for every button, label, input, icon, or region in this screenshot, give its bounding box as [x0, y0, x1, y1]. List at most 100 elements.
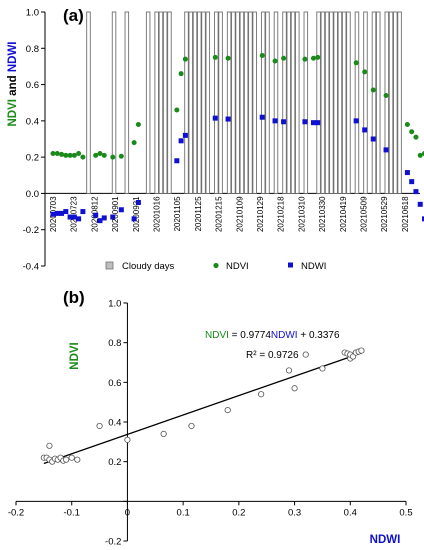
- cloudy-day-bar: [290, 11, 296, 194]
- ndvi-point: [93, 152, 99, 158]
- panel-b-data-point: [160, 430, 167, 437]
- ndwi-point: [80, 209, 86, 215]
- ndvi-point: [353, 60, 359, 66]
- cloudy-day-bar: [329, 11, 334, 194]
- cloudy-day-bar: [333, 11, 338, 194]
- panel-b-data-point: [124, 436, 131, 443]
- ndvi-point: [135, 121, 141, 127]
- ndwi-point: [182, 132, 188, 138]
- panel-a-y-tick-label: -0.4: [23, 262, 39, 273]
- panel-a-date-tick-label: 20210529: [380, 196, 389, 232]
- panel-a-date-tick-label: 20201125: [194, 196, 203, 232]
- ndvi-point: [97, 151, 103, 157]
- legend-label: Cloudy days: [122, 261, 175, 272]
- panel-b-data-point: [46, 442, 53, 449]
- cloudy-day-bar: [273, 11, 279, 194]
- ndwi-point: [101, 215, 107, 221]
- panel-a-y-tick-label: 0.6: [26, 80, 39, 91]
- ndwi-point: [71, 214, 77, 220]
- panel-a-y-axis-title-part: and: [7, 72, 19, 99]
- ndvi-point: [315, 54, 321, 60]
- ndwi-point: [259, 114, 265, 120]
- cloudy-day-bar: [188, 11, 193, 194]
- ndvi-point: [110, 154, 116, 160]
- panel-a-y-tick-label: 0.8: [26, 44, 39, 55]
- panel-b-data-point: [358, 347, 365, 354]
- panel-a-date-tick-label: 20210218: [277, 196, 286, 232]
- ndwi-point: [315, 120, 321, 126]
- panel-a-y-tick-label: 0.0: [26, 189, 39, 200]
- panel-b-data-point: [302, 351, 309, 358]
- panel-b-y-tick-label: 0.6: [108, 378, 121, 389]
- panel-a-date-tick-label: 20210330: [318, 196, 327, 232]
- cloudy-day-bar: [282, 11, 287, 194]
- ndvi-point: [101, 152, 107, 158]
- cloudy-day-bar: [162, 11, 168, 194]
- panel-b-y-tick-label: -0.2: [105, 537, 121, 548]
- ndvi-point: [421, 151, 424, 156]
- panel-b-data-point: [68, 454, 75, 461]
- panel-b-regression-line: [43, 352, 362, 465]
- cloudy-day-bar: [320, 11, 326, 194]
- panel-b-data-point: [96, 422, 103, 430]
- cloudy-day-bar: [341, 11, 347, 194]
- ndwi-point: [212, 115, 218, 121]
- panel-a-date-tick-label: 20200723: [70, 196, 79, 232]
- panel-a-y-tick-label: -0.2: [23, 225, 39, 236]
- ndvi-point: [212, 54, 218, 60]
- regression-equation-part: = 0.9774: [229, 330, 271, 341]
- ndwi-point: [272, 118, 278, 124]
- cloudy-day-bar: [397, 11, 402, 194]
- ndvi-point: [174, 107, 180, 113]
- ndwi-point: [383, 147, 389, 153]
- ndwi-point: [174, 158, 180, 164]
- panel-a-y-axis-title: NDVI and NDWI: [7, 42, 19, 127]
- panel-b-scatter: 1.0 0.8 0.6 0.4 0.2 -0.2 -0.2 -0.1 0 0.1 0.2 0.3 0.4…: [8, 288, 413, 548]
- regression-equation-part: NDWI: [271, 330, 298, 341]
- ndvi-point: [409, 129, 415, 135]
- legend-label: NDVI: [226, 261, 249, 272]
- panel-b-data-point: [285, 367, 293, 374]
- panel-a-y-tick-label: 1.0: [26, 8, 39, 19]
- ndvi-point: [404, 121, 410, 127]
- ndvi-point: [63, 152, 69, 158]
- ndvi-point: [178, 71, 184, 77]
- ndwi-point: [281, 119, 287, 125]
- panel-a-date-tick-label: 20200921: [132, 196, 141, 232]
- cloudy-day-bar: [286, 11, 292, 194]
- cloudy-day-bar: [235, 11, 240, 194]
- ndwi-point: [421, 216, 424, 222]
- panel-a-time-series: 1.00.80.60.40.20.0-0.2-0.420200703202007…: [7, 6, 424, 273]
- cloudy-day-bar: [86, 11, 91, 194]
- ndvi-point: [417, 152, 423, 158]
- cloudy-day-bar: [337, 11, 343, 194]
- panel-b-x-tick-label: 0: [125, 507, 130, 518]
- cloudy-day-bar: [218, 11, 223, 194]
- cloudy-day-bar: [111, 11, 117, 194]
- ndvi-point: [131, 140, 137, 146]
- ndwi-point: [59, 210, 65, 216]
- cloudy-day-bar: [303, 11, 309, 194]
- panel-b-y-tick-label: 0.4: [108, 418, 121, 429]
- panel-a-date-tick-label: 20210129: [256, 196, 265, 232]
- ndwi-point: [362, 127, 368, 133]
- ndwi-point: [63, 209, 69, 215]
- ndwi-point: [131, 216, 137, 222]
- ndwi-point: [413, 189, 419, 195]
- cloudy-day-bar: [226, 11, 232, 194]
- panel-b-data-point: [258, 391, 265, 398]
- cloudy-day-bar: [376, 11, 381, 194]
- ndvi-point: [59, 151, 65, 157]
- panel-b-x-tick-label: -0.1: [64, 507, 80, 518]
- panel-b-label: (b): [63, 288, 85, 307]
- panel-b-y-axis-title: NDVI: [69, 342, 81, 369]
- regression-equation-part: NDVI: [205, 330, 229, 341]
- cloudy-day-bar: [316, 11, 321, 194]
- ndwi-point: [110, 214, 116, 220]
- ndwi-point: [135, 200, 141, 205]
- panel-b-data-point: [319, 365, 326, 372]
- cloudy-day-bar: [346, 11, 351, 194]
- ndwi-point: [409, 179, 415, 185]
- panel-a-date-tick-label: 20200901: [111, 196, 120, 232]
